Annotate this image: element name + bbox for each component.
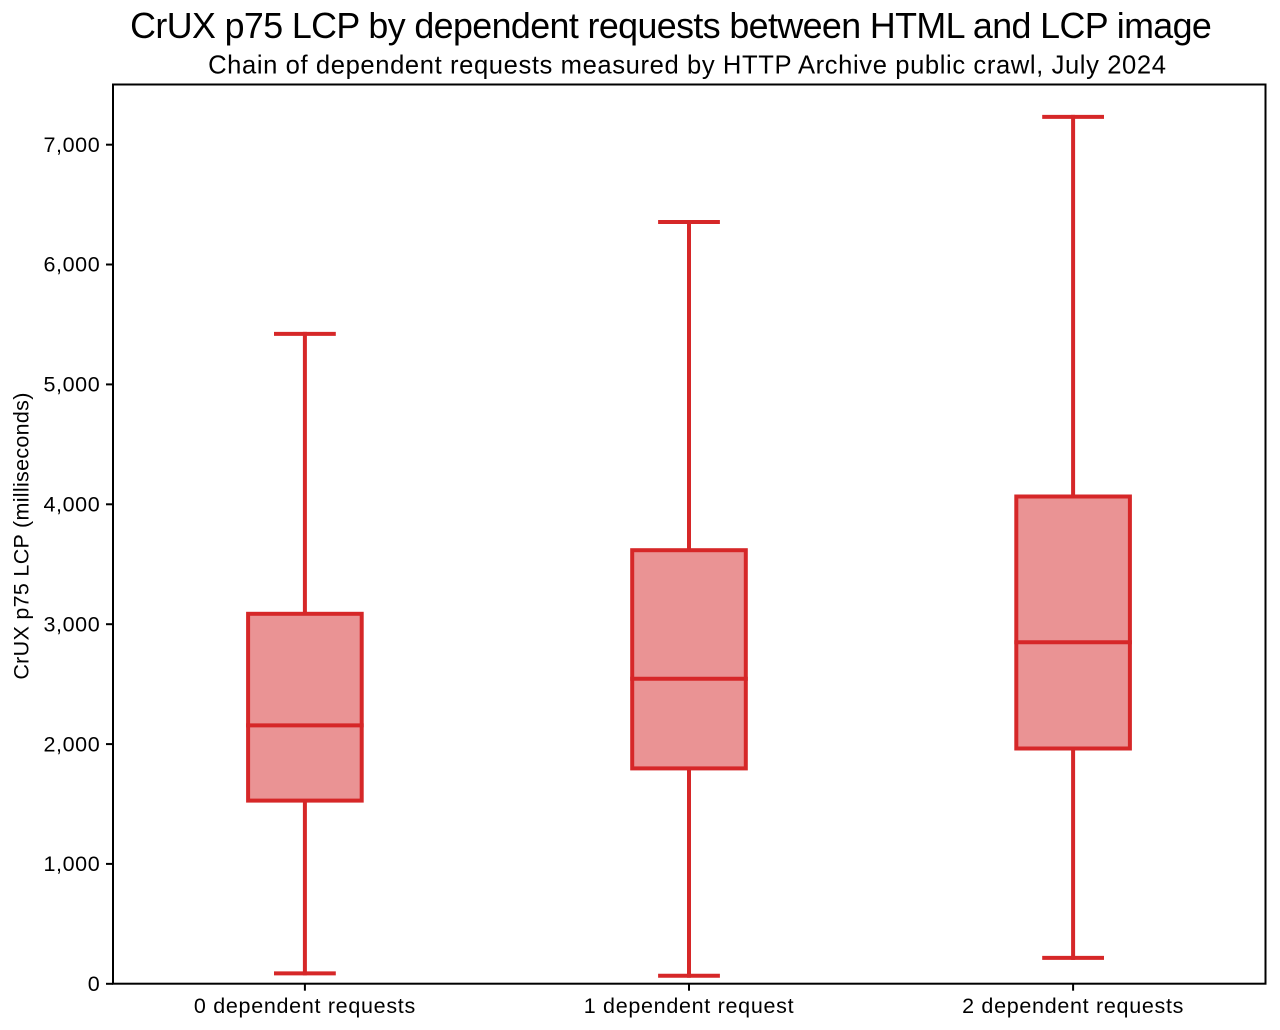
svg-text:1 dependent request: 1 dependent request bbox=[584, 994, 795, 1018]
svg-text:CrUX p75 LCP (milliseconds): CrUX p75 LCP (milliseconds) bbox=[10, 392, 34, 679]
svg-text:1,000: 1,000 bbox=[43, 852, 100, 876]
svg-text:3,000: 3,000 bbox=[43, 612, 100, 636]
svg-text:6,000: 6,000 bbox=[43, 253, 100, 277]
svg-text:7,000: 7,000 bbox=[43, 133, 100, 157]
svg-text:4,000: 4,000 bbox=[43, 493, 100, 517]
svg-text:0: 0 bbox=[88, 972, 101, 996]
svg-text:2,000: 2,000 bbox=[43, 732, 100, 756]
svg-text:Chain of dependent requests me: Chain of dependent requests measured by … bbox=[208, 52, 1166, 80]
svg-text:CrUX p75 LCP by dependent requ: CrUX p75 LCP by dependent requests betwe… bbox=[130, 6, 1211, 46]
svg-text:2 dependent requests: 2 dependent requests bbox=[962, 994, 1184, 1018]
svg-text:5,000: 5,000 bbox=[43, 373, 100, 397]
svg-text:0 dependent requests: 0 dependent requests bbox=[194, 994, 416, 1018]
